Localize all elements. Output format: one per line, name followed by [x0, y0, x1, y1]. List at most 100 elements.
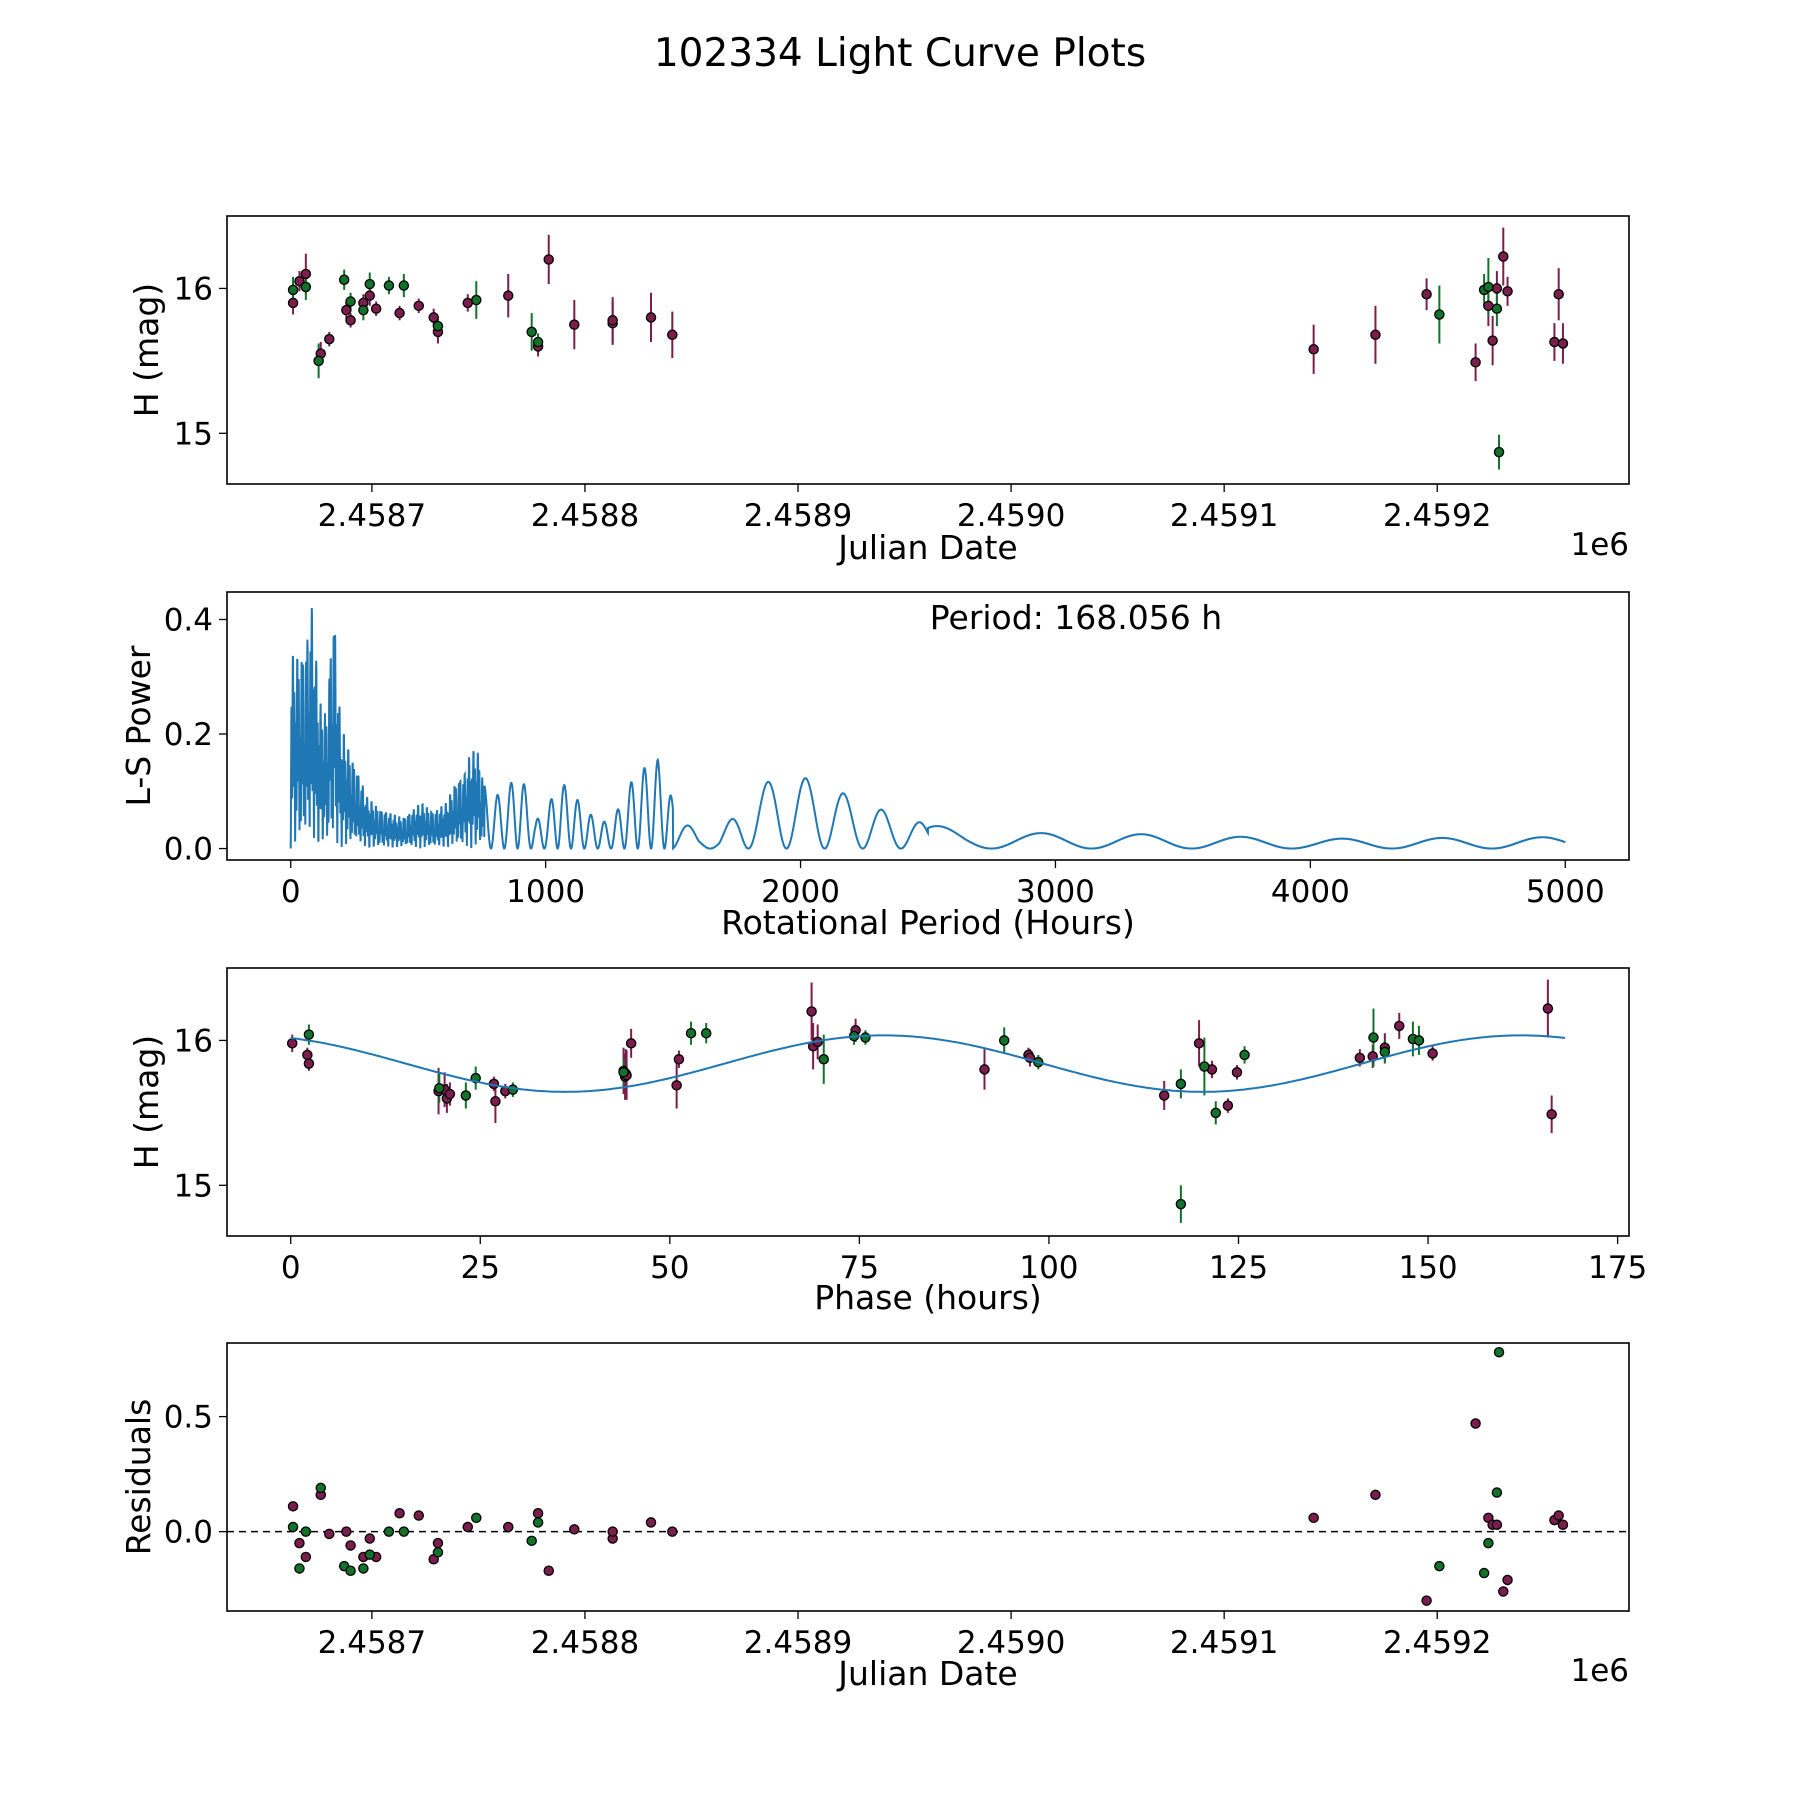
periodogram-panel: 0 1000 2000 3000 4000 5000 0.0 0.2 0.4 Period: …: [119, 591, 1630, 942]
phase-point-green: [1239, 1049, 1250, 1061]
raw-point-magenta: [1421, 288, 1432, 300]
residuals-point-green: [300, 1526, 312, 1537]
raw-point-magenta: [1557, 338, 1569, 349]
phase-point-magenta: [1546, 1109, 1557, 1120]
residuals-point-magenta: [462, 1521, 474, 1533]
periodogram-xticks: 0 1000 2000 3000 4000 5000: [281, 860, 1605, 910]
phase-point-magenta: [286, 1038, 298, 1049]
raw-point-magenta: [341, 304, 352, 316]
raw-point-green: [313, 355, 324, 367]
raw-point-magenta: [1370, 329, 1381, 341]
raw-point-magenta: [569, 319, 580, 330]
residuals-point-green: [471, 1512, 482, 1524]
phase-x-tick-label: 25: [461, 1250, 500, 1286]
raw-point-green: [1491, 303, 1503, 314]
raw-point-green: [300, 281, 312, 293]
periodogram-x-axis-label: Rotational Period (Hours): [721, 903, 1135, 942]
raw-point-green: [383, 280, 395, 291]
raw-point-magenta: [667, 329, 678, 341]
raw-point-green: [345, 296, 356, 307]
phase-point-green: [1368, 1032, 1379, 1043]
raw-y-axis-label: H (mag): [127, 283, 166, 417]
phase-point-magenta: [1222, 1100, 1234, 1111]
raw-x-tick-label: 2.4590: [957, 498, 1065, 534]
phase-x-tick-label: 0: [281, 1250, 301, 1286]
raw-point-green: [532, 336, 544, 348]
residuals-point-magenta: [569, 1524, 580, 1535]
raw-point-magenta: [1491, 283, 1503, 294]
periodogram-y-tick-label: 0.4: [164, 602, 213, 638]
phase-point-magenta: [673, 1054, 685, 1065]
raw-point-magenta: [1502, 286, 1513, 297]
residuals-point-magenta: [300, 1551, 312, 1563]
raw-point-magenta: [345, 315, 356, 326]
raw-x-axis-label: Julian Date: [836, 528, 1018, 567]
residuals-x-tick-label: 2.4591: [1170, 1625, 1278, 1661]
residuals-point-magenta: [287, 1501, 299, 1512]
periodogram-y-tick-label: 0.0: [164, 832, 213, 868]
residuals-point-magenta: [341, 1526, 352, 1537]
residuals-point-green: [287, 1521, 299, 1533]
phase-point-magenta: [979, 1064, 990, 1075]
residuals-point-magenta: [394, 1507, 405, 1519]
phase-point-green: [818, 1054, 829, 1065]
phase-axes-frame: [226, 967, 1630, 1237]
phase-x-tick-label: 125: [1209, 1250, 1268, 1286]
raw-point-magenta: [1483, 300, 1494, 312]
residuals-x-tick-label: 2.4589: [744, 1625, 852, 1661]
residuals-point-magenta: [324, 1528, 335, 1540]
raw-point-magenta: [364, 290, 376, 301]
raw-point-magenta: [543, 254, 554, 265]
phase-point-green: [1175, 1078, 1187, 1090]
phase-point-green: [860, 1032, 871, 1043]
raw-axes-frame: [226, 215, 1630, 485]
residuals-point-green: [358, 1563, 369, 1574]
residuals-point-magenta: [1498, 1586, 1509, 1597]
raw-point-green: [398, 280, 410, 291]
residuals-x-axis-label: Julian Date: [836, 1654, 1018, 1693]
periodogram-x-tick-label: 0: [281, 874, 301, 910]
phase-point-green: [507, 1084, 519, 1095]
residuals-x-tick-label: 2.4588: [531, 1625, 639, 1661]
phase-x-axis-label: Phase (hours): [814, 1278, 1042, 1317]
raw-marks: [287, 227, 1569, 470]
residuals-x-tick-label: 2.4590: [957, 1625, 1065, 1661]
raw-x-tick-label: 2.4589: [744, 498, 852, 534]
phase-point-magenta: [1354, 1052, 1366, 1064]
phase-point-green: [1413, 1035, 1425, 1046]
phase-point-magenta: [1193, 1038, 1205, 1049]
residuals-point-magenta: [532, 1507, 544, 1519]
residuals-point-magenta: [1553, 1510, 1564, 1521]
residuals-point-magenta: [1502, 1574, 1513, 1586]
raw-x-tick-label: 2.4588: [531, 498, 639, 534]
residuals-point-green: [432, 1547, 444, 1558]
periodogram-axes-frame: [226, 591, 1630, 861]
phase-point-magenta: [1158, 1090, 1170, 1101]
residuals-y-tick-label: 0.0: [164, 1515, 213, 1551]
residuals-point-magenta: [645, 1517, 657, 1528]
phase-point-magenta: [490, 1096, 501, 1107]
figure-title: 102334 Light Curve Plots: [654, 31, 1146, 76]
phase-point-magenta: [302, 1049, 313, 1061]
phase-point-green: [618, 1067, 629, 1078]
residuals-point-green: [1491, 1487, 1503, 1498]
residuals-point-magenta: [667, 1526, 678, 1537]
raw-xticks: 2.4587 2.4588 2.4589 2.4590 2.4591 2.4592: [318, 484, 1491, 534]
raw-y-tick-label: 15: [174, 416, 213, 452]
residuals-axes-frame: [226, 1342, 1630, 1612]
raw-point-green: [1483, 281, 1494, 293]
periodogram-y-tick-label: 0.2: [164, 717, 213, 753]
raw-point-magenta: [462, 297, 474, 309]
residuals-panel: 2.4587 2.4588 2.4589 2.4590 2.4591 2.4592 0.0…: [119, 1342, 1630, 1693]
phase-point-green: [303, 1029, 315, 1040]
residuals-point-magenta: [543, 1565, 554, 1576]
residuals-point-green: [526, 1535, 537, 1547]
phase-point-green: [434, 1082, 445, 1094]
phase-point-magenta: [1542, 1003, 1554, 1014]
residuals-marks: [227, 1346, 1629, 1606]
phase-x-tick-label: 75: [840, 1250, 879, 1286]
periodogram-x-tick-label: 5000: [1526, 874, 1605, 910]
residuals-point-magenta: [1557, 1519, 1569, 1530]
phase-point-magenta: [303, 1058, 315, 1069]
